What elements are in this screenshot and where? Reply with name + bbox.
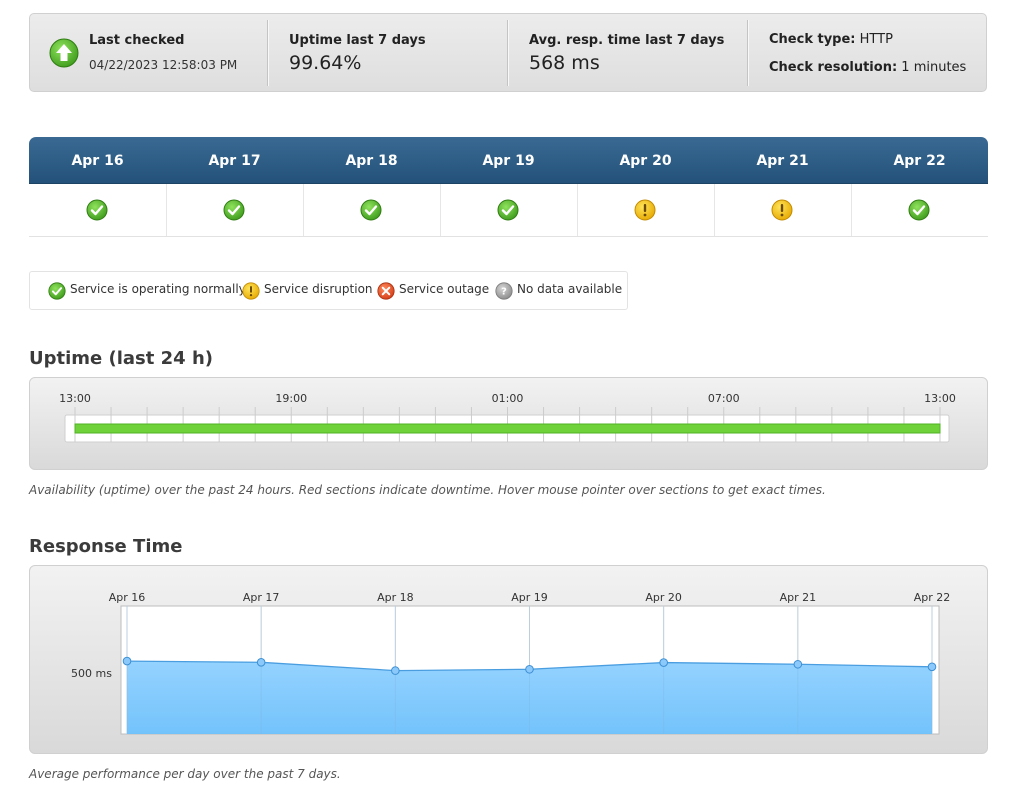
legend-outage-icon <box>377 282 395 300</box>
legend-disruption-icon <box>242 282 260 300</box>
uptime-tick-label: 13:00 <box>924 392 956 405</box>
uptime-timeline: 13:00 19:00 01:00 07:00 13:00 <box>59 392 956 443</box>
summary-bar: Last checked 04/22/2023 12:58:03 PM Upti… <box>29 13 987 92</box>
uptime-section-title: Uptime (last 24 h) <box>29 348 213 369</box>
response-point[interactable] <box>525 664 534 674</box>
day-status-cell[interactable] <box>577 184 715 237</box>
summary-divider <box>267 20 268 86</box>
summary-divider <box>747 20 748 86</box>
day-label: Apr 20 <box>619 153 672 169</box>
uptime-caption: Availability (uptime) over the past 24 h… <box>29 483 826 497</box>
check-type: Check type: HTTP <box>769 32 893 47</box>
response-time-chart: Apr 16 Apr 17 Apr 18 Apr 19 Apr 20 Apr 21 Apr … <box>71 591 951 735</box>
legend-normal-label: Service is operating normally <box>70 282 246 296</box>
uptime-7d-label: Uptime last 7 days <box>289 33 426 48</box>
day-label: Apr 16 <box>71 153 124 169</box>
status-normal-icon <box>360 199 382 221</box>
day-label: Apr 18 <box>345 153 398 169</box>
status-up-icon <box>49 38 79 68</box>
day-status-cell[interactable] <box>440 184 578 237</box>
status-normal-icon <box>223 199 245 221</box>
response-point[interactable] <box>256 658 266 667</box>
uptime-tick-label: 07:00 <box>708 392 740 405</box>
check-resolution-label: Check resolution: <box>769 60 898 75</box>
check-type-label: Check type: <box>769 32 856 47</box>
day-status-cell[interactable] <box>166 184 304 237</box>
response-point[interactable] <box>122 656 132 666</box>
x-tick-label: Apr 20 <box>645 591 682 604</box>
day-label: Apr 17 <box>208 153 261 169</box>
legend-disruption-label: Service disruption <box>264 282 373 296</box>
response-point[interactable] <box>659 658 668 667</box>
uptime-tick-label: 01:00 <box>492 392 524 405</box>
response-point[interactable] <box>927 662 937 672</box>
day-status-cell[interactable] <box>851 184 988 237</box>
day-status-cell[interactable] <box>714 184 852 237</box>
status-normal-icon <box>908 199 930 221</box>
avg-resp-label: Avg. resp. time last 7 days <box>529 33 725 48</box>
legend-normal-icon <box>48 282 66 300</box>
x-tick-label: Apr 19 <box>511 591 548 604</box>
response-section-title: Response Time <box>29 536 183 557</box>
legend-nodata-label: No data available <box>517 282 623 296</box>
response-point[interactable] <box>391 666 400 675</box>
response-caption: Average performance per day over the pas… <box>29 767 341 781</box>
avg-resp-value: 568 ms <box>529 52 600 74</box>
last-checked-value: 04/22/2023 12:58:03 PM <box>89 58 238 72</box>
day-label: Apr 19 <box>482 153 535 169</box>
x-tick-label: Apr 17 <box>243 591 280 604</box>
status-disruption-icon <box>634 199 656 221</box>
uptime-tick-label: 13:00 <box>59 392 91 405</box>
day-status-cell[interactable] <box>29 184 167 237</box>
check-type-value: HTTP <box>859 32 893 47</box>
status-legend: Service is operating normally Service di… <box>29 271 628 310</box>
status-normal-icon <box>497 199 519 221</box>
summary-divider <box>507 20 508 86</box>
legend-nodata-icon <box>495 282 513 300</box>
x-tick-label: Apr 21 <box>780 591 817 604</box>
day-status-cell[interactable] <box>303 184 441 237</box>
y-tick-label: 500 ms <box>71 667 112 680</box>
legend-outage-label: Service outage <box>399 282 490 296</box>
status-disruption-icon <box>771 199 793 221</box>
uptime-tick-label: 19:00 <box>275 392 307 405</box>
check-resolution-value: 1 minutes <box>901 60 967 75</box>
x-tick-label: Apr 18 <box>377 591 414 604</box>
x-tick-label: Apr 22 <box>914 591 951 604</box>
day-label: Apr 22 <box>893 153 946 169</box>
day-label: Apr 21 <box>756 153 809 169</box>
response-panel: Apr 16 Apr 17 Apr 18 Apr 19 Apr 20 Apr 21 Apr … <box>29 565 988 754</box>
uptime-bar-up[interactable] <box>74 423 941 434</box>
uptime-7d-value: 99.64% <box>289 52 362 74</box>
last-checked-label: Last checked <box>89 33 185 48</box>
check-resolution: Check resolution: 1 minutes <box>769 60 966 75</box>
status-normal-icon <box>86 199 108 221</box>
weekly-status-table: Apr 16 Apr 17 Apr 18 Apr 19 Apr 20 Apr 21 Apr … <box>29 137 988 237</box>
x-tick-label: Apr 16 <box>109 591 146 604</box>
weekly-status-header <box>29 137 988 184</box>
response-area <box>127 661 932 734</box>
response-point[interactable] <box>793 659 803 669</box>
uptime-panel: 13:00 19:00 01:00 07:00 13:00 <box>29 377 988 470</box>
